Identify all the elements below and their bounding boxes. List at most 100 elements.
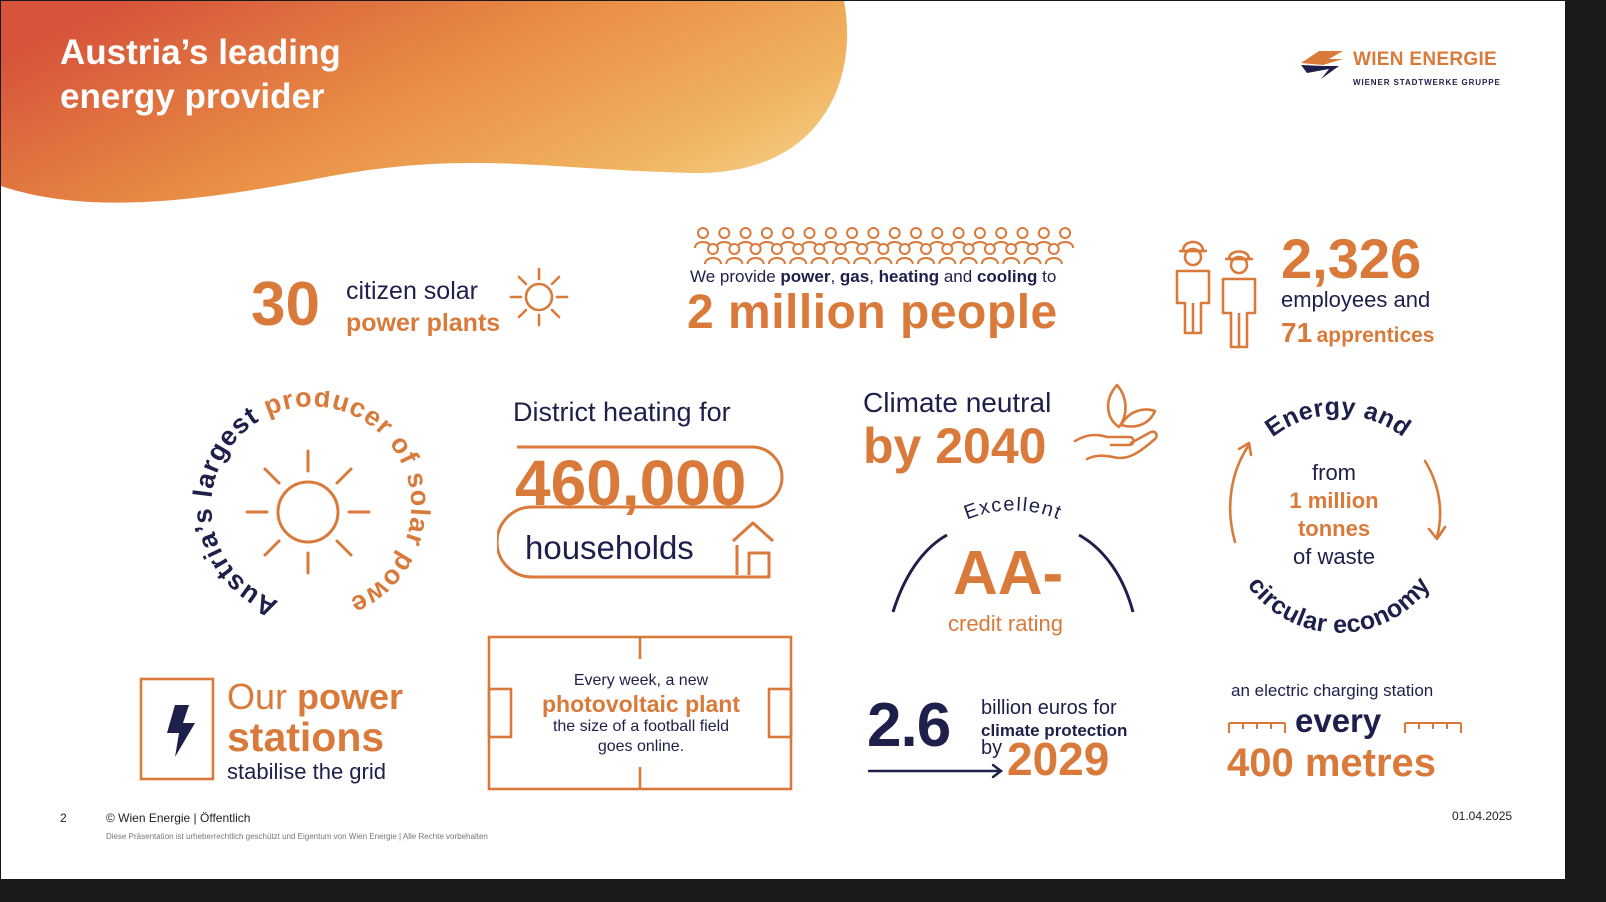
district-heating-number: 460,000 [515, 447, 747, 519]
climate-protection-block: 2.6 billion euros for climate protection… [867, 691, 1157, 791]
people-headline: 2 million people [687, 286, 1058, 339]
person-icon [831, 243, 850, 265]
football-field-icon [487, 635, 793, 791]
wien-energie-logo: WIEN ENERGIE WIENER STADTWERKE GRUPPE [1299, 47, 1529, 97]
credit-rating-arc: Excellent [891, 497, 1135, 613]
photovoltaic-line3: the size of a football field [552, 718, 730, 735]
solar-plants-line2: power plants [346, 309, 501, 337]
solar-plants-block: 30 citizen solar power plants [251, 265, 571, 345]
sun-icon [245, 449, 371, 575]
person-icon [928, 227, 947, 249]
photovoltaic-line4: goes online. [597, 738, 685, 755]
person-icon [704, 243, 722, 265]
power-stations-block: Our power stations stabilise the grid [139, 677, 429, 787]
photovoltaic-text: Every week, a new photovoltaic plant the… [501, 671, 781, 757]
power-stations-line1: Our power [227, 676, 404, 717]
district-heating-title: District heating for [513, 397, 731, 427]
district-heating-block: District heating for 460,000 households [497, 397, 787, 587]
circular-bottom-arc-text: circular economy [1242, 571, 1435, 637]
climate-protection-number: 2.6 [867, 691, 951, 760]
circular-line3: tonnes [1297, 516, 1371, 541]
power-stations-line3: stabilise the grid [227, 759, 386, 784]
solar-plants-number: 30 [251, 270, 320, 339]
crowd-icon [694, 227, 1075, 265]
footer-copyright: © Wien Energie | Öffentlich [106, 811, 251, 825]
arrow-right-icon [867, 763, 1003, 779]
person-icon [767, 243, 786, 265]
person-icon [810, 243, 829, 265]
circular-line4: of waste [1293, 544, 1375, 569]
photovoltaic-line2: photovoltaic plant [541, 691, 741, 717]
title-line-2: energy provider [60, 77, 325, 116]
house-icon [731, 521, 775, 579]
photovoltaic-line1: Every week, a new [573, 672, 709, 689]
hand-with-leaf-icon [1073, 383, 1158, 461]
person-icon [917, 243, 935, 265]
ruler-icon [1228, 722, 1462, 733]
circular-top-arc-text: Energy and [1260, 393, 1416, 443]
employees-number: 2,326 [1281, 227, 1422, 290]
person-icon [1044, 243, 1063, 265]
circular-line1: from [1312, 460, 1356, 485]
person-icon [938, 243, 957, 265]
district-heating-label: households [525, 529, 694, 566]
district-heating-frame [497, 445, 784, 579]
employees-block: 2,326 employees and 71 apprentices [1169, 227, 1469, 352]
circular-economy-badge: Energy and circular economy [1228, 393, 1447, 637]
person-icon [789, 243, 808, 265]
charging-distance: 400 metres [1227, 741, 1437, 785]
person-icon [746, 243, 765, 265]
person-icon [725, 243, 744, 265]
person-icon [959, 243, 978, 265]
climate-protection-line1: billion euros for [981, 697, 1117, 719]
circular-text: from 1 million tonnes of waste [1259, 459, 1409, 571]
charging-every: every [1295, 702, 1382, 739]
circular-line2: 1 million [1289, 488, 1379, 513]
rating-grade: AA- [953, 539, 1064, 608]
person-icon [1013, 227, 1032, 249]
employees-label: employees and [1281, 287, 1431, 312]
page-title: Austria’s leading energy provider [60, 31, 341, 119]
lightning-icon [139, 677, 215, 781]
footer-legal: Diese Präsentation ist urheberrechtlich … [106, 832, 488, 841]
logo-subtitle: WIENER STADTWERKE GRUPPE [1353, 78, 1501, 87]
solar-producer-arc-text: Austria’s largest producer of solar powe… [191, 391, 431, 623]
solar-producer-badge: Austria’s largest producer of solar powe… [191, 391, 431, 623]
person-icon [1002, 243, 1021, 265]
person-icon [1023, 243, 1042, 265]
footer-date: 01.04.2025 [1452, 809, 1513, 823]
person-icon [853, 243, 872, 265]
rating-label: credit rating [948, 611, 1063, 636]
sun-icon [509, 267, 569, 327]
apprentices-line: 71 apprentices [1281, 317, 1435, 349]
people-block: We provide power, gas, heating and cooli… [681, 221, 1091, 346]
page-number: 2 [60, 811, 67, 825]
header-blob [1, 1, 848, 203]
workers-icon [1175, 240, 1257, 349]
power-stations-line2: stations [227, 714, 385, 760]
climate-protection-year: 2029 [1007, 733, 1110, 785]
climate-protection-line2: climate protection [981, 721, 1128, 740]
apprentices-number: 71 [1281, 317, 1313, 348]
person-icon [1056, 227, 1075, 249]
wien-energie-logo-icon [1301, 51, 1343, 79]
rating-arc-text: Excellent [961, 497, 1065, 524]
people-intro: We provide power, gas, heating and cooli… [690, 267, 1057, 286]
cycle-arrows-icon [1228, 441, 1447, 544]
logo-brand: WIEN ENERGIE [1353, 49, 1498, 70]
climate-line1: Climate neutral [863, 387, 1052, 418]
apprentices-label: apprentices [1316, 324, 1435, 347]
climate-block: Climate neutral by 2040 [861, 381, 1161, 481]
person-icon [949, 227, 968, 249]
title-line-1: Austria’s leading [60, 33, 341, 72]
slide: Austria’s leading energy provider WIEN E… [1, 1, 1565, 879]
person-icon [980, 243, 999, 265]
person-icon [874, 243, 893, 265]
charging-block: an electric charging station every 400 m… [1223, 681, 1473, 791]
climate-protection-by: by [981, 737, 1003, 759]
person-icon [895, 243, 914, 265]
charging-line1: an electric charging station [1231, 681, 1434, 700]
climate-line2: by 2040 [863, 418, 1047, 474]
solar-plants-line1: citizen solar [346, 277, 478, 305]
person-icon [694, 227, 712, 249]
